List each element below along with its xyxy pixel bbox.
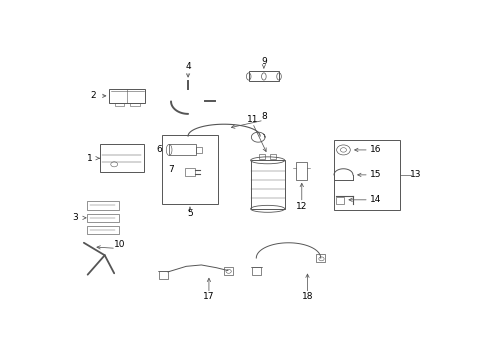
Bar: [259, 154, 264, 159]
Text: 16: 16: [369, 145, 381, 154]
Bar: [159, 271, 168, 279]
Text: 14: 14: [369, 195, 381, 204]
Bar: [195, 147, 202, 153]
Bar: [86, 226, 119, 234]
Bar: [248, 72, 279, 81]
Bar: [86, 201, 119, 210]
Bar: [115, 103, 124, 107]
Bar: [100, 144, 143, 172]
Bar: [109, 89, 145, 103]
Bar: [184, 168, 195, 176]
Text: 13: 13: [409, 170, 420, 179]
Text: 4: 4: [185, 62, 190, 71]
Text: 18: 18: [301, 292, 313, 301]
Text: 12: 12: [295, 202, 307, 211]
Bar: [333, 140, 400, 210]
Bar: [224, 267, 233, 275]
Bar: [316, 255, 325, 262]
Text: 15: 15: [369, 170, 381, 179]
Text: 2: 2: [90, 91, 96, 100]
Bar: [130, 103, 139, 107]
Bar: [335, 197, 344, 204]
Text: 10: 10: [114, 240, 125, 249]
Text: 6: 6: [157, 145, 162, 154]
Bar: [169, 144, 195, 156]
Text: 5: 5: [187, 209, 192, 218]
Text: 17: 17: [203, 292, 214, 301]
Bar: [86, 214, 119, 222]
Bar: [270, 154, 276, 159]
Bar: [296, 162, 307, 180]
Text: 7: 7: [168, 165, 174, 174]
Text: 1: 1: [86, 154, 92, 163]
Bar: [251, 267, 260, 275]
Text: 3: 3: [73, 213, 78, 222]
Text: 11: 11: [246, 115, 258, 124]
Bar: [250, 160, 284, 209]
Text: 8: 8: [261, 112, 266, 121]
Bar: [161, 135, 218, 204]
Text: 9: 9: [261, 57, 266, 66]
